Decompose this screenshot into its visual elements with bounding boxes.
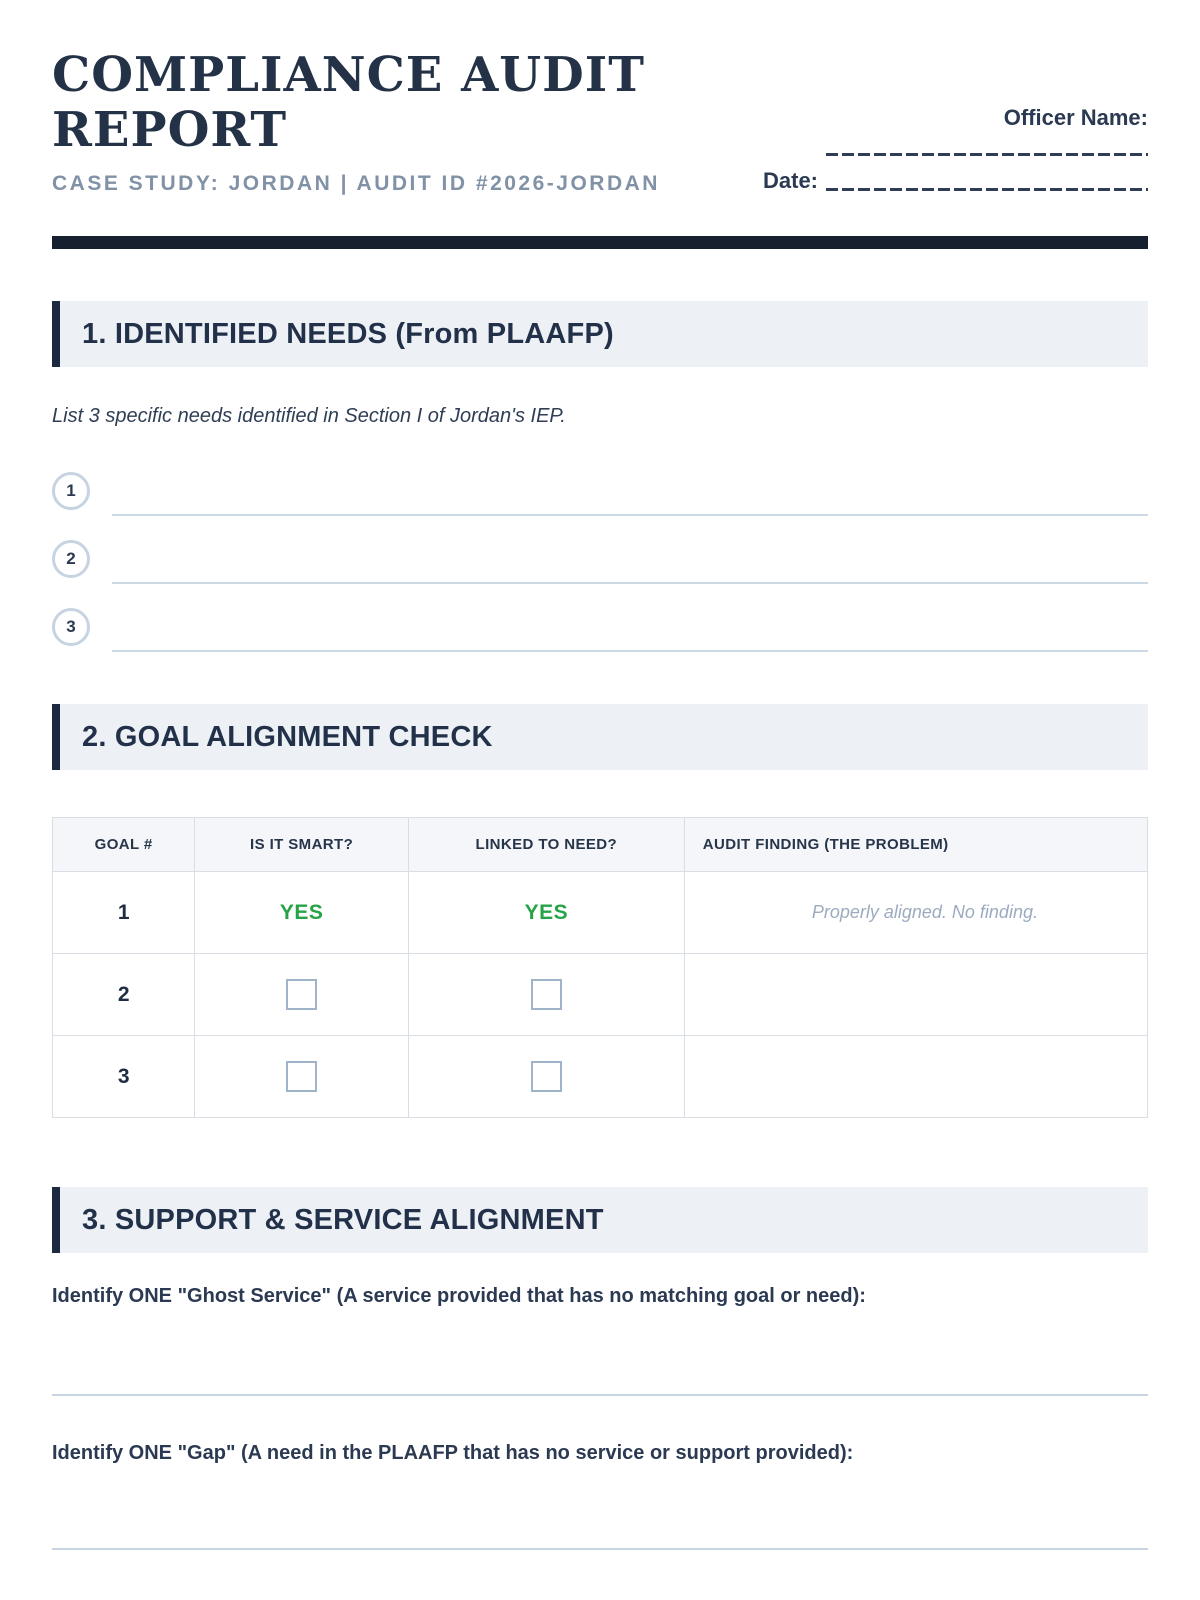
date-label: Date: [763,168,819,194]
page-title: COMPLIANCE AUDIT REPORT [52,47,645,159]
table-row-goal-3: 3 [51,1035,1149,1119]
need-row-3: 3 [52,584,1148,653]
officer-date-block: Officer Name: Date: [753,105,1148,196]
ghost-service-prompt: Identify ONE "Ghost Service" (A service … [52,1285,866,1308]
need-number-badge: 1 [52,472,90,511]
table-row-goal-2: 2 [51,953,1149,1037]
section-2-title: 2. GOAL ALIGNMENT CHECK [82,720,493,753]
goal-alignment-table: GOAL # IS IT SMART? LINKED TO NEED? AUDI… [51,817,1149,1119]
goal-2-linked-checkbox[interactable] [530,979,562,1011]
header-divider-bar [52,236,1148,250]
officer-name-field[interactable] [826,153,1148,157]
report-header: COMPLIANCE AUDIT REPORT CASE STUDY: JORD… [52,47,1148,196]
need-3-input-line[interactable] [112,650,1148,653]
section-2-header: 2. GOAL ALIGNMENT CHECK [52,704,1148,771]
col-header-goal: GOAL # [51,817,196,873]
goal-3-finding-cell[interactable] [683,1035,1149,1119]
goal-1-linked-value: YES [524,900,569,924]
goal-2-number: 2 [117,982,130,1006]
officer-name-label: Officer Name: [1003,105,1148,131]
goal-3-smart-checkbox[interactable] [286,1061,318,1093]
need-row-1: 1 [52,448,1148,517]
gap-input-line[interactable] [52,1548,1148,1551]
col-header-linked: LINKED TO NEED? [407,817,685,873]
date-field[interactable] [826,188,1148,192]
date-row: Date: [763,168,1148,194]
goal-1-smart-value: YES [279,900,324,924]
section-3-header: 3. SUPPORT & SERVICE ALIGNMENT [52,1187,1148,1254]
need-2-input-line[interactable] [112,582,1148,585]
goal-2-finding-cell[interactable] [683,953,1149,1037]
goal-1-finding: Properly aligned. No finding. [811,902,1038,923]
table-header-row: GOAL # IS IT SMART? LINKED TO NEED? AUDI… [51,817,1149,873]
identified-needs-list: 1 2 3 [52,448,1148,653]
col-header-smart: IS IT SMART? [194,817,409,873]
case-subtitle: CASE STUDY: JORDAN | AUDIT ID #2026-JORD… [52,172,660,196]
goal-1-number: 1 [117,900,130,924]
need-row-2: 2 [52,516,1148,585]
header-title-block: COMPLIANCE AUDIT REPORT CASE STUDY: JORD… [52,47,672,196]
goal-3-linked-checkbox[interactable] [530,1061,562,1093]
section-1-instruction: List 3 specific needs identified in Sect… [52,405,566,428]
audit-report-page: COMPLIANCE AUDIT REPORT CASE STUDY: JORD… [51,47,1149,1551]
section-1-header: 1. IDENTIFIED NEEDS (From PLAAFP) [52,301,1148,368]
ghost-service-input-line[interactable] [52,1394,1148,1397]
need-number-badge: 3 [52,608,90,647]
goal-3-number: 3 [117,1064,130,1088]
table-row-goal-1: 1 YES YES Properly aligned. No finding. [51,871,1149,955]
col-header-finding: AUDIT FINDING (THE PROBLEM) [683,817,1149,873]
section-1-title: 1. IDENTIFIED NEEDS (From PLAAFP) [82,317,614,350]
gap-prompt: Identify ONE "Gap" (A need in the PLAAFP… [52,1442,854,1465]
section-3-title: 3. SUPPORT & SERVICE ALIGNMENT [82,1203,604,1236]
need-number-badge: 2 [52,540,90,579]
need-1-input-line[interactable] [112,514,1148,517]
goal-2-smart-checkbox[interactable] [286,979,318,1011]
